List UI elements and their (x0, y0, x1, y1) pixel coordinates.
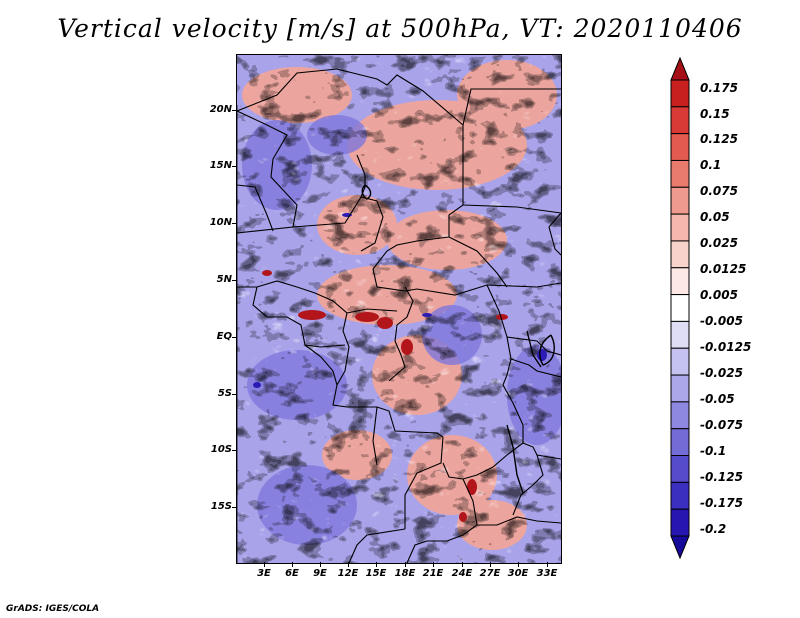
lat-tick (232, 223, 237, 224)
lat-tick (232, 337, 237, 338)
lon-tick (292, 562, 293, 567)
colorbar-label: -0.175 (700, 496, 743, 510)
colorbar-label: 0.025 (700, 236, 738, 250)
colorbar-swatch (670, 267, 690, 296)
colorbar-label: 0.1 (700, 158, 722, 172)
colorbar-min-arrow (670, 535, 690, 560)
colorbar-swatch (670, 428, 690, 457)
lat-label-15s: 15S (210, 501, 232, 512)
lon-label-15e: 15E (365, 568, 387, 579)
map-plot-area (236, 54, 562, 564)
lon-tick (264, 562, 265, 567)
colorbar-swatch (670, 294, 690, 322)
lon-label-18e: 18E (394, 568, 416, 579)
lat-tick (232, 450, 237, 451)
colorbar-swatch (670, 79, 690, 108)
colorbar-swatch (670, 481, 690, 510)
lon-tick (462, 562, 463, 567)
colorbar-swatch (670, 213, 690, 242)
lat-tick (232, 166, 237, 167)
colorbar-label: 0.05 (700, 210, 730, 224)
lon-label-9e: 9E (313, 568, 327, 579)
colorbar (670, 56, 690, 560)
colorbar-swatch (670, 320, 690, 349)
lat-tick (232, 110, 237, 111)
lon-tick (518, 562, 519, 567)
lon-label-33e: 33E (536, 568, 558, 579)
map-title: Vertical velocity [m/s] at 500hPa, VT: 2… (57, 14, 743, 43)
colorbar-label: -0.025 (700, 366, 743, 380)
lon-label-30e: 30E (507, 568, 529, 579)
colorbar-swatch (670, 186, 690, 215)
colorbar-swatch (670, 401, 690, 430)
lat-label-15n: 15N (209, 160, 232, 171)
lon-label-21e: 21E (422, 568, 444, 579)
colorbar-label: -0.05 (700, 392, 735, 406)
lon-label-6e: 6E (285, 568, 299, 579)
lon-tick (405, 562, 406, 567)
colorbar-label: -0.075 (700, 418, 743, 432)
lon-label-27e: 27E (479, 568, 501, 579)
colorbar-swatch (670, 106, 690, 135)
colorbar-swatch (670, 133, 690, 161)
colorbar-swatch (670, 347, 690, 376)
lon-tick (320, 562, 321, 567)
colorbar-label: 0.15 (700, 107, 730, 121)
lat-label-10s: 10S (210, 444, 232, 455)
lon-label-24e: 24E (451, 568, 473, 579)
lat-tick (232, 507, 237, 508)
colorbar-swatch (670, 374, 690, 403)
lat-label-5s: 5S (217, 388, 232, 399)
lon-tick (348, 562, 349, 567)
lat-label-eq: EQ (216, 331, 232, 342)
lat-label-5n: 5N (216, 274, 232, 285)
colorbar-swatch (670, 240, 690, 269)
colorbar-label: 0.0125 (700, 262, 747, 276)
colorbar-label: -0.125 (700, 470, 743, 484)
vertical-velocity-field (237, 55, 561, 563)
lat-label-20n: 20N (209, 104, 232, 115)
lon-label-12e: 12E (337, 568, 359, 579)
lon-tick (433, 562, 434, 567)
lon-label-3e: 3E (257, 568, 271, 579)
colorbar-swatch (670, 508, 690, 537)
colorbar-max-arrow (670, 56, 690, 81)
lat-tick (232, 394, 237, 395)
colorbar-swatch (670, 455, 690, 483)
colorbar-label: 0.005 (700, 288, 738, 302)
colorbar-label: -0.1 (700, 444, 727, 458)
colorbar-label: 0.075 (700, 184, 738, 198)
colorbar-label: -0.2 (700, 522, 727, 536)
lon-tick (376, 562, 377, 567)
lon-tick (547, 562, 548, 567)
lat-label-10n: 10N (209, 217, 232, 228)
colorbar-label: 0.175 (700, 81, 738, 95)
colorbar-label: 0.125 (700, 132, 738, 146)
colorbar-swatch (670, 159, 690, 188)
grads-credit: GrADS: IGES/COLA (6, 604, 100, 614)
colorbar-label: -0.005 (700, 314, 743, 328)
lat-tick (232, 280, 237, 281)
lon-tick (490, 562, 491, 567)
colorbar-label: -0.0125 (700, 340, 752, 354)
